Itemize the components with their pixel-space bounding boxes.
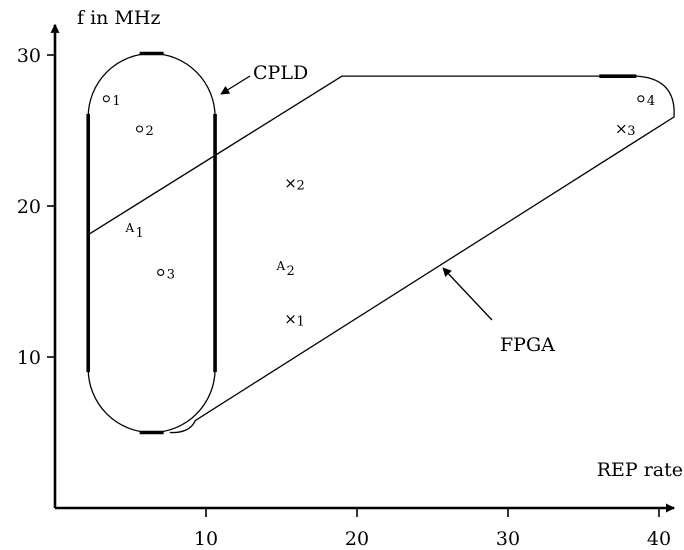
point-cross-1: 1 bbox=[286, 314, 305, 329]
point-marker-circle bbox=[136, 125, 144, 133]
axes: 10 20 30 40 10 20 30 bbox=[17, 23, 675, 550]
labels: f in MHz REP rate bbox=[77, 7, 683, 481]
fpga-annotation-arrow bbox=[442, 267, 493, 321]
cpld-region bbox=[87, 52, 216, 434]
y-tick-label-30: 30 bbox=[17, 45, 41, 67]
point-circle-3: 3 bbox=[157, 267, 175, 282]
point-circle-4: 4 bbox=[637, 94, 655, 109]
point-circle-1: 1 bbox=[102, 94, 121, 109]
point-marker-circle bbox=[157, 268, 165, 276]
y-tick-label-20: 20 bbox=[17, 196, 41, 218]
point-subscript: 3 bbox=[627, 124, 635, 139]
point-cross-3: 3 bbox=[617, 124, 636, 139]
point-marker-circle bbox=[637, 95, 645, 103]
point-marker-letter: A bbox=[276, 259, 286, 273]
point-subscript: 1 bbox=[112, 94, 120, 109]
y-axis-label: f in MHz bbox=[77, 7, 160, 29]
point-circle-2: 2 bbox=[136, 124, 154, 139]
cpld-annotation-arrow bbox=[220, 75, 251, 95]
point-subscript: 2 bbox=[287, 264, 295, 279]
point-subscript: 2 bbox=[146, 124, 154, 139]
fpga-region bbox=[87, 75, 675, 434]
x-tick-label-30: 30 bbox=[496, 528, 520, 550]
regions: CPLD FPGA bbox=[86, 51, 675, 435]
x-axis-label: REP rate bbox=[597, 459, 683, 481]
y-tick-label-10: 10 bbox=[17, 347, 41, 369]
point-marker-cross-b bbox=[286, 315, 295, 324]
cpld-annotation-label: CPLD bbox=[253, 62, 308, 84]
point-marker-circle bbox=[102, 95, 110, 103]
point-subscript: 1 bbox=[136, 226, 144, 241]
x-tick-label-40: 40 bbox=[647, 528, 671, 550]
point-subscript: 2 bbox=[297, 178, 305, 193]
point-marker-cross-b bbox=[617, 124, 626, 134]
point-marker-letter: A bbox=[125, 221, 135, 235]
point-subscript: 3 bbox=[167, 267, 175, 282]
fpga-annotation-label: FPGA bbox=[500, 334, 555, 356]
x-tick-label-20: 20 bbox=[345, 528, 369, 550]
point-subscript: 4 bbox=[647, 94, 655, 109]
x-tick-label-10: 10 bbox=[194, 528, 218, 550]
point-cross-2: 2 bbox=[286, 178, 305, 193]
point-subscript: 1 bbox=[297, 314, 305, 329]
point-marker-cross-b bbox=[286, 179, 295, 188]
